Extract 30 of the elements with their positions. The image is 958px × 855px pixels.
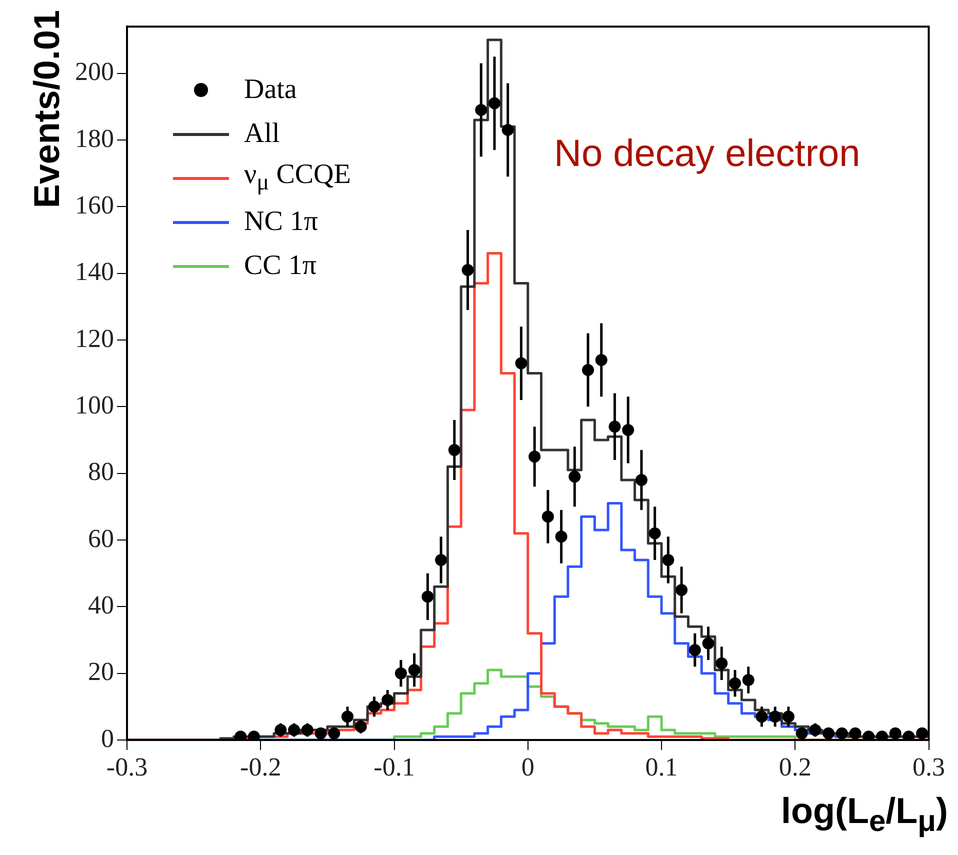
x-tick-label: 0.1 bbox=[645, 752, 678, 782]
point bbox=[836, 727, 848, 740]
y-tick-label: 40 bbox=[88, 590, 114, 620]
legend-label: NC 1π bbox=[244, 206, 318, 238]
y-tick-label: 200 bbox=[75, 57, 114, 86]
x-tick-label: 0.2 bbox=[778, 752, 812, 782]
y-tick-label: 100 bbox=[75, 390, 114, 420]
legend-label: All bbox=[244, 118, 280, 150]
y-tick-label: 180 bbox=[75, 124, 114, 153]
y-tick-label: 0 bbox=[101, 724, 114, 753]
x-tick-label: 0 bbox=[521, 752, 534, 782]
x-axis-title: log(L$_{e}$/L$_{μ}$) bbox=[780, 790, 948, 840]
point bbox=[916, 727, 928, 740]
y-tick-label: 140 bbox=[75, 257, 114, 286]
x-tick-label: -0.3 bbox=[106, 752, 148, 782]
point bbox=[822, 727, 835, 740]
y-tick-label: 160 bbox=[75, 190, 114, 220]
y-tick-label: 80 bbox=[88, 457, 114, 486]
annotation: No decay electron bbox=[554, 133, 860, 176]
x-tick-label: -0.1 bbox=[374, 752, 415, 782]
y-axis-title: Events/0.01 bbox=[25, 10, 68, 210]
legend-label: Data bbox=[244, 74, 297, 106]
x-tick-label: -0.2 bbox=[240, 752, 282, 782]
legend-label: ν$_{μ}$ CCQE bbox=[244, 159, 351, 197]
point bbox=[328, 727, 340, 740]
y-tick-label: 120 bbox=[75, 324, 114, 353]
x-tick-label: 0.3 bbox=[912, 752, 945, 782]
legend-label: CC 1π bbox=[244, 250, 316, 282]
y-tick-label: 20 bbox=[88, 657, 114, 686]
y-tick-label: 60 bbox=[88, 524, 114, 553]
